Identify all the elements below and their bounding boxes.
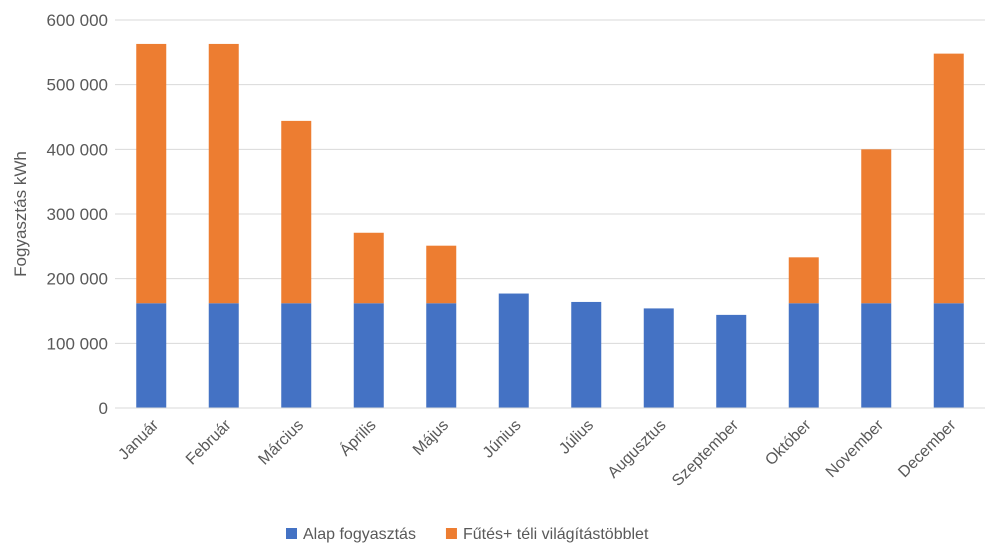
bar-segment [426,245,457,304]
bars [136,43,964,408]
bar-segment [136,303,167,408]
bar-segment [933,303,964,408]
bar-segment [716,314,747,408]
x-tick-label: Január [115,416,162,463]
x-tick-label: Február [183,416,235,468]
bar-segment [281,303,312,408]
y-tick-label: 300 000 [47,205,108,224]
bar-segment [933,53,964,304]
bar-segment [426,303,457,408]
bar-segment [643,308,674,408]
bar-segment [281,120,312,304]
bar-segment [861,303,892,408]
y-tick-label: 500 000 [47,76,108,95]
bar-segment [353,303,384,408]
legend: Alap fogyasztás Fűtés+ téli világítástöbb… [286,526,649,543]
x-tick-label: Június [480,417,525,462]
x-tick-label: November [823,416,888,481]
bar-segment [498,293,529,408]
gridlines [115,19,985,344]
x-tick-label: Szeptember [669,416,742,489]
bar-segment [571,301,602,408]
x-tick-label: Április [335,415,379,459]
bar-segment [136,43,167,304]
legend-swatch [445,528,457,539]
bar-segment [788,303,819,408]
bar-segment [353,232,384,304]
y-tick-label: 100 000 [47,334,108,353]
legend-label: Fűtés+ téli világítástöbblet [463,526,649,543]
x-tick-label: Május [410,417,452,459]
x-axis-ticks: Január Február Március Április Május Június Jú… [115,415,960,489]
y-axis-ticks: 0 100 000 200 000 300 000 400 000 500 000 600 … [47,11,108,418]
y-axis-label: Fogyasztás kWh [11,151,30,277]
y-tick-label: 200 000 [47,270,108,289]
y-tick-label: 400 000 [47,140,108,159]
x-tick-label: Március [255,417,307,469]
bar-segment [861,149,892,304]
x-tick-label: December [895,416,960,481]
y-tick-label: 600 000 [47,11,108,30]
x-tick-label: Augusztus [605,417,670,482]
y-tick-label: 0 [99,399,108,418]
x-tick-label: Október [762,416,815,469]
x-tick-label: Július [556,417,597,458]
bar-segment [208,303,239,408]
legend-swatch [286,528,297,539]
bar-segment [208,43,239,304]
legend-label: Alap fogyasztás [303,526,416,543]
bar-segment [788,257,819,304]
